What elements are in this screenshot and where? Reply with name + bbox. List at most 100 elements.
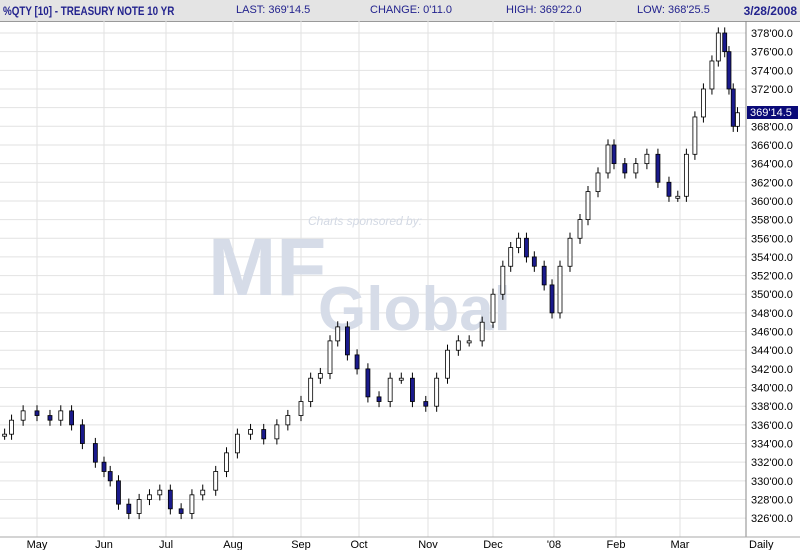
candle-body bbox=[683, 153, 689, 197]
x-tick-label: Oct bbox=[350, 539, 367, 550]
candle-body bbox=[2, 433, 8, 437]
candle-body bbox=[34, 410, 40, 416]
candle-body bbox=[58, 410, 64, 421]
candle-body bbox=[531, 256, 537, 267]
last-price: LAST: 369'14.5 bbox=[236, 4, 311, 16]
y-tick-label: 364'00.0 bbox=[751, 159, 793, 171]
candle-body bbox=[79, 424, 85, 444]
candle-body bbox=[557, 265, 563, 314]
candle-body bbox=[622, 163, 628, 174]
candle-body bbox=[101, 461, 107, 472]
y-tick-label: 348'00.0 bbox=[751, 308, 793, 320]
candle-body bbox=[541, 265, 547, 286]
low-value: LOW: 368'25.5 bbox=[637, 4, 710, 16]
candle-body bbox=[327, 340, 333, 374]
y-tick-label: 338'00.0 bbox=[751, 401, 793, 413]
y-tick-label: 358'00.0 bbox=[751, 215, 793, 227]
x-tick-label: '08 bbox=[547, 539, 561, 550]
candle-body bbox=[224, 452, 229, 472]
y-tick-label: 360'00.0 bbox=[751, 196, 793, 208]
y-tick-label: 378'00.0 bbox=[751, 28, 793, 40]
candle-body bbox=[611, 144, 617, 165]
y-tick-label: 352'00.0 bbox=[751, 271, 793, 283]
x-tick-label: Feb bbox=[607, 539, 626, 550]
candle-body bbox=[116, 480, 121, 505]
candle-body bbox=[709, 60, 715, 90]
candle-body bbox=[675, 195, 681, 199]
candle-body bbox=[410, 377, 415, 402]
candle-body bbox=[524, 237, 529, 258]
candle-body bbox=[479, 321, 485, 342]
y-tick-label: 326'00.0 bbox=[751, 513, 793, 525]
candle-body bbox=[726, 51, 732, 90]
candle-body bbox=[376, 396, 382, 402]
candle-body bbox=[147, 494, 152, 500]
candle-body bbox=[261, 429, 267, 440]
candle-body bbox=[92, 443, 98, 463]
candle-body bbox=[157, 489, 163, 496]
y-tick-label: 354'00.0 bbox=[751, 252, 793, 264]
y-tick-label: 330'00.0 bbox=[751, 476, 793, 488]
y-tick-label: 356'00.0 bbox=[751, 233, 793, 245]
candle-body bbox=[701, 88, 706, 118]
candle-body bbox=[189, 494, 195, 514]
y-tick-label: 340'00.0 bbox=[751, 383, 793, 395]
x-tick-label: Mar bbox=[671, 539, 690, 550]
x-tick-label: Aug bbox=[223, 539, 243, 550]
y-tick-label: 328'00.0 bbox=[751, 495, 793, 507]
candle-body bbox=[595, 172, 601, 193]
candle-body bbox=[722, 32, 728, 53]
interval-label: Daily bbox=[749, 539, 774, 550]
candle-body bbox=[285, 415, 291, 426]
candle-body bbox=[666, 181, 672, 197]
candle-body bbox=[298, 401, 304, 416]
candle-body bbox=[274, 424, 280, 440]
last-value-box bbox=[747, 106, 798, 119]
candle-body bbox=[585, 191, 591, 221]
candle-body bbox=[354, 354, 360, 370]
candle-body bbox=[516, 237, 521, 248]
candle-body bbox=[234, 433, 240, 454]
candle-body bbox=[335, 326, 341, 342]
candle-body bbox=[445, 349, 450, 379]
last-value-label: 369'14.5 bbox=[750, 107, 792, 119]
quote-date: 3/28/2008 bbox=[743, 4, 797, 18]
candle-body bbox=[387, 377, 393, 402]
candle-body bbox=[567, 237, 573, 267]
candle-body bbox=[508, 247, 514, 267]
watermark-logo-global: Global bbox=[318, 275, 511, 344]
candle-body bbox=[466, 340, 472, 344]
candle-body bbox=[423, 401, 429, 407]
candle-body bbox=[69, 410, 74, 426]
y-tick-label: 366'00.0 bbox=[751, 140, 793, 152]
candle-body bbox=[20, 410, 26, 421]
candle-body bbox=[365, 368, 371, 398]
candle-body bbox=[344, 326, 350, 356]
y-tick-label: 372'00.0 bbox=[751, 84, 793, 96]
candle-body bbox=[735, 112, 740, 127]
symbol-title: %QTY [10] - TREASURY NOTE 10 YR bbox=[3, 4, 175, 18]
y-tick-label: 374'00.0 bbox=[751, 65, 793, 77]
quote-header: %QTY [10] - TREASURY NOTE 10 YR LAST: 36… bbox=[0, 0, 800, 22]
x-tick-label: May bbox=[27, 539, 48, 550]
candle-body bbox=[730, 88, 736, 127]
candle-body bbox=[655, 153, 661, 183]
y-tick-label: 336'00.0 bbox=[751, 420, 793, 432]
candle-body bbox=[715, 32, 721, 62]
candle-body bbox=[167, 489, 173, 510]
high-value: HIGH: 369'22.0 bbox=[506, 4, 582, 16]
candle-body bbox=[248, 429, 253, 435]
candle-body bbox=[308, 377, 314, 402]
x-tick-label: Sep bbox=[291, 539, 311, 550]
candle-body bbox=[47, 415, 53, 421]
candle-body bbox=[644, 153, 650, 165]
candle-body bbox=[633, 163, 639, 174]
candle-body bbox=[692, 116, 698, 155]
candle-body bbox=[178, 508, 184, 514]
watermark-logo-mf: MF bbox=[208, 222, 326, 313]
x-tick-label: Dec bbox=[483, 539, 503, 550]
y-tick-label: 344'00.0 bbox=[751, 345, 793, 357]
sponsor-text: Charts sponsored by: bbox=[308, 214, 422, 228]
y-tick-label: 350'00.0 bbox=[751, 289, 793, 301]
